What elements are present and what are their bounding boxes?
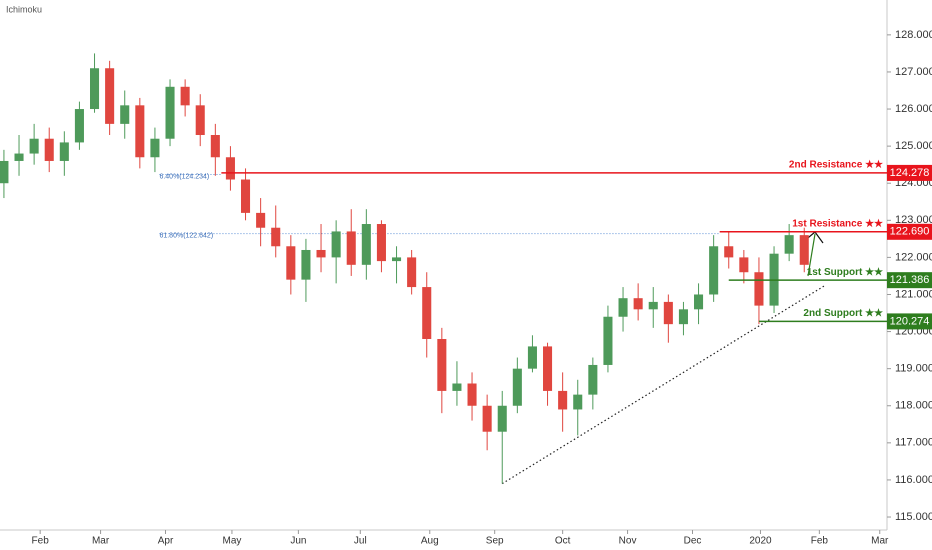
y-tick-label: 119.000 bbox=[895, 363, 932, 375]
candle-body bbox=[618, 298, 628, 317]
x-tick-label: Dec bbox=[684, 536, 702, 547]
y-tick-label: 128.000 bbox=[895, 29, 932, 41]
y-tick-label: 126.000 bbox=[895, 103, 932, 115]
candle-body bbox=[0, 160, 9, 184]
level-price-box bbox=[887, 313, 932, 330]
candle-body bbox=[422, 287, 432, 339]
x-tick-label: Mar bbox=[871, 536, 889, 547]
candle-body bbox=[165, 86, 175, 139]
y-tick-label: 122.000 bbox=[895, 251, 932, 263]
candle-body bbox=[754, 272, 764, 306]
candle-body bbox=[74, 109, 84, 143]
candle-body bbox=[558, 390, 568, 410]
candle-body bbox=[724, 246, 734, 258]
candle-body bbox=[210, 135, 220, 158]
candle-body bbox=[633, 298, 643, 310]
candle-body bbox=[286, 246, 296, 280]
candle-body bbox=[225, 157, 235, 180]
fib-label: 6.40%(124.234) bbox=[159, 173, 209, 180]
candle-body bbox=[497, 405, 507, 432]
level-price: 120.274 bbox=[890, 315, 930, 327]
candle-body bbox=[346, 231, 356, 265]
x-tick-label: Sep bbox=[486, 536, 504, 547]
y-tick-label: 118.000 bbox=[895, 400, 932, 412]
level-price-box bbox=[887, 272, 932, 289]
x-tick-label: Jul bbox=[354, 536, 367, 547]
level-price-box bbox=[887, 223, 932, 240]
level-name: 1st Support ★★ bbox=[807, 267, 883, 278]
candle-body bbox=[467, 383, 477, 406]
y-tick-label: 115.000 bbox=[895, 511, 932, 523]
candle-body bbox=[603, 316, 613, 365]
x-tick-label: Oct bbox=[555, 536, 571, 547]
level-name: 1st Resistance ★★ bbox=[792, 218, 883, 229]
candle-body bbox=[135, 105, 145, 158]
x-tick-label: Apr bbox=[158, 536, 174, 547]
x-tick-label: Mar bbox=[92, 536, 110, 547]
candle-body bbox=[392, 257, 402, 262]
candle-body bbox=[105, 68, 115, 124]
candle-body bbox=[543, 346, 553, 391]
candle-body bbox=[301, 249, 311, 280]
candle-body bbox=[59, 142, 69, 161]
indicator-name: Ichimoku bbox=[6, 4, 42, 14]
y-tick-label: 121.000 bbox=[895, 288, 932, 300]
candle-body bbox=[150, 138, 160, 158]
x-tick-label: Jun bbox=[290, 536, 306, 547]
arrow-shaft bbox=[807, 233, 816, 277]
candle-body bbox=[588, 364, 598, 395]
x-tick-label: Feb bbox=[811, 536, 829, 547]
y-tick-label: 127.000 bbox=[895, 66, 932, 78]
trendline bbox=[501, 284, 826, 485]
candle-body bbox=[694, 294, 704, 310]
x-tick-label: May bbox=[222, 536, 241, 547]
y-tick-label: 123.000 bbox=[895, 214, 932, 226]
candle-body bbox=[361, 224, 371, 265]
candle-body bbox=[44, 138, 54, 161]
candle-body bbox=[14, 153, 24, 161]
candle-body bbox=[437, 338, 447, 391]
y-tick-label: 117.000 bbox=[895, 437, 932, 449]
candle-body bbox=[316, 249, 326, 258]
candle-body bbox=[241, 179, 251, 213]
y-tick-label: 116.000 bbox=[895, 474, 932, 486]
candle-body bbox=[784, 235, 794, 254]
candle-body bbox=[739, 257, 749, 273]
level-name: 2nd Resistance ★★ bbox=[789, 160, 883, 171]
x-tick-label: Nov bbox=[619, 536, 637, 547]
candle-body bbox=[29, 138, 39, 154]
candle-body bbox=[648, 301, 658, 310]
candle-body bbox=[376, 224, 386, 262]
candle-body bbox=[256, 212, 266, 228]
candle-body bbox=[89, 68, 100, 110]
candle-body bbox=[799, 235, 809, 265]
candle-body bbox=[678, 309, 688, 325]
candle-body bbox=[663, 301, 673, 325]
level-price: 121.386 bbox=[890, 274, 930, 286]
candle-body bbox=[573, 394, 583, 410]
candle-body bbox=[120, 105, 130, 124]
candle-body bbox=[271, 227, 281, 247]
candle-body bbox=[180, 86, 190, 106]
candle-body bbox=[452, 383, 462, 391]
candle-body bbox=[407, 257, 417, 288]
fib-label: 61.80%(122.642) bbox=[159, 232, 213, 239]
candle-body bbox=[709, 246, 719, 295]
x-tick-label: 2020 bbox=[749, 536, 772, 547]
candle-body bbox=[482, 405, 492, 432]
candle-body bbox=[331, 231, 341, 258]
candle-body bbox=[527, 346, 537, 369]
x-tick-label: Feb bbox=[32, 536, 50, 547]
candle-body bbox=[512, 368, 522, 406]
level-price: 124.278 bbox=[890, 167, 930, 179]
y-tick-label: 125.000 bbox=[895, 140, 932, 152]
level-name: 2nd Support ★★ bbox=[803, 308, 883, 319]
level-price-box bbox=[887, 164, 932, 181]
x-tick-label: Aug bbox=[421, 536, 439, 547]
level-price: 122.690 bbox=[890, 226, 930, 238]
candle-body bbox=[195, 105, 205, 136]
